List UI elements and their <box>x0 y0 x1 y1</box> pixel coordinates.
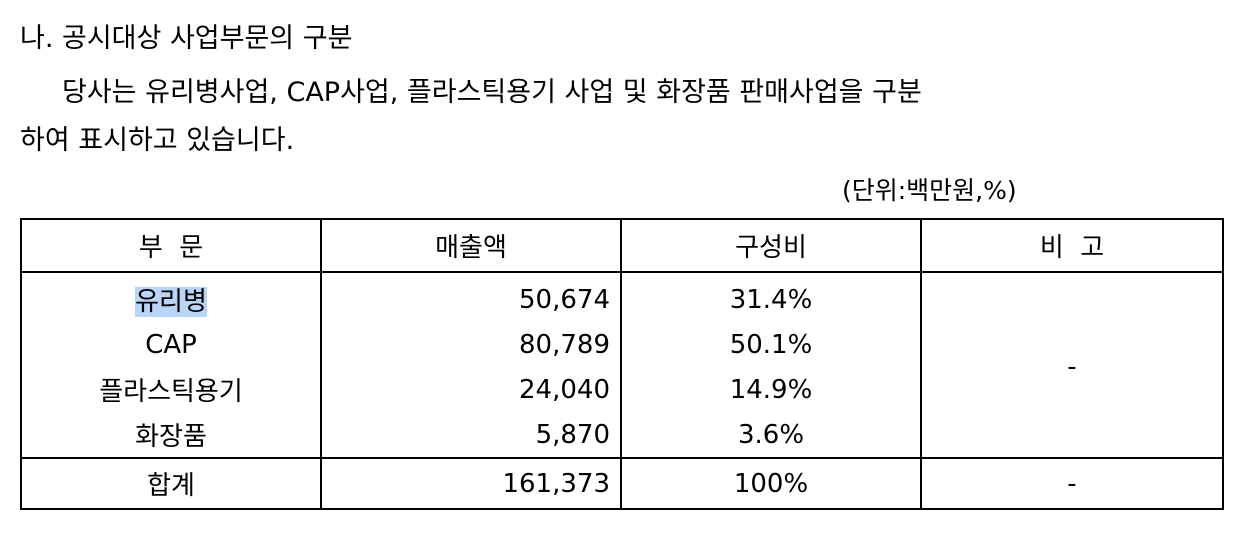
total-note-cell: - <box>920 457 1224 510</box>
section-heading: 나. 공시대상 사업부문의 구분 <box>20 23 353 54</box>
segment-cell: 유리병 <box>20 272 322 322</box>
table-row: 플라스틱용기 24,040 14.9% <box>20 367 1223 412</box>
table-header-row: 부 문 매출액 구성비 비 고 <box>20 218 1224 273</box>
table-total-row: 합계 161,373 100% - <box>20 457 1224 510</box>
ratio-cell: 50.1% <box>620 322 922 367</box>
sales-cell: 50,674 <box>320 272 622 322</box>
total-sales-cell: 161,373 <box>320 457 622 510</box>
description-line-2: 하여 표시하고 있습니다. <box>20 125 295 156</box>
selected-text[interactable]: 유리병 <box>135 287 207 317</box>
segment-cell: 플라스틱용기 <box>20 367 322 412</box>
sales-cell: 24,040 <box>320 367 622 412</box>
unit-label: (단위:백만원,%) <box>842 176 1017 205</box>
total-ratio-cell: 100% <box>620 457 922 510</box>
table-row: 유리병 50,674 31.4% - <box>20 272 1224 458</box>
segment-sales-table: 부 문 매출액 구성비 비 고 유리병 50,674 31.4% - CAP 8… <box>20 218 1224 510</box>
table-row: CAP 80,789 50.1% <box>20 322 1223 367</box>
segment-cell: 화장품 <box>20 412 322 458</box>
ratio-cell: 3.6% <box>620 412 922 458</box>
total-label-cell: 합계 <box>20 457 322 510</box>
header-segment: 부 문 <box>20 218 322 273</box>
sales-cell: 5,870 <box>320 412 622 458</box>
header-note: 비 고 <box>920 218 1224 273</box>
description-line-1: 당사는 유리병사업, CAP사업, 플라스틱용기 사업 및 화장품 판매사업을 … <box>62 77 922 108</box>
header-sales: 매출액 <box>320 218 622 273</box>
segment-cell: CAP <box>20 322 322 367</box>
sales-cell: 80,789 <box>320 322 622 367</box>
ratio-cell: 14.9% <box>620 367 922 412</box>
ratio-cell: 31.4% <box>620 272 922 322</box>
header-ratio: 구성비 <box>620 218 922 273</box>
table-row: 화장품 5,870 3.6% <box>20 412 1223 458</box>
note-cell-merged: - <box>920 272 1224 458</box>
